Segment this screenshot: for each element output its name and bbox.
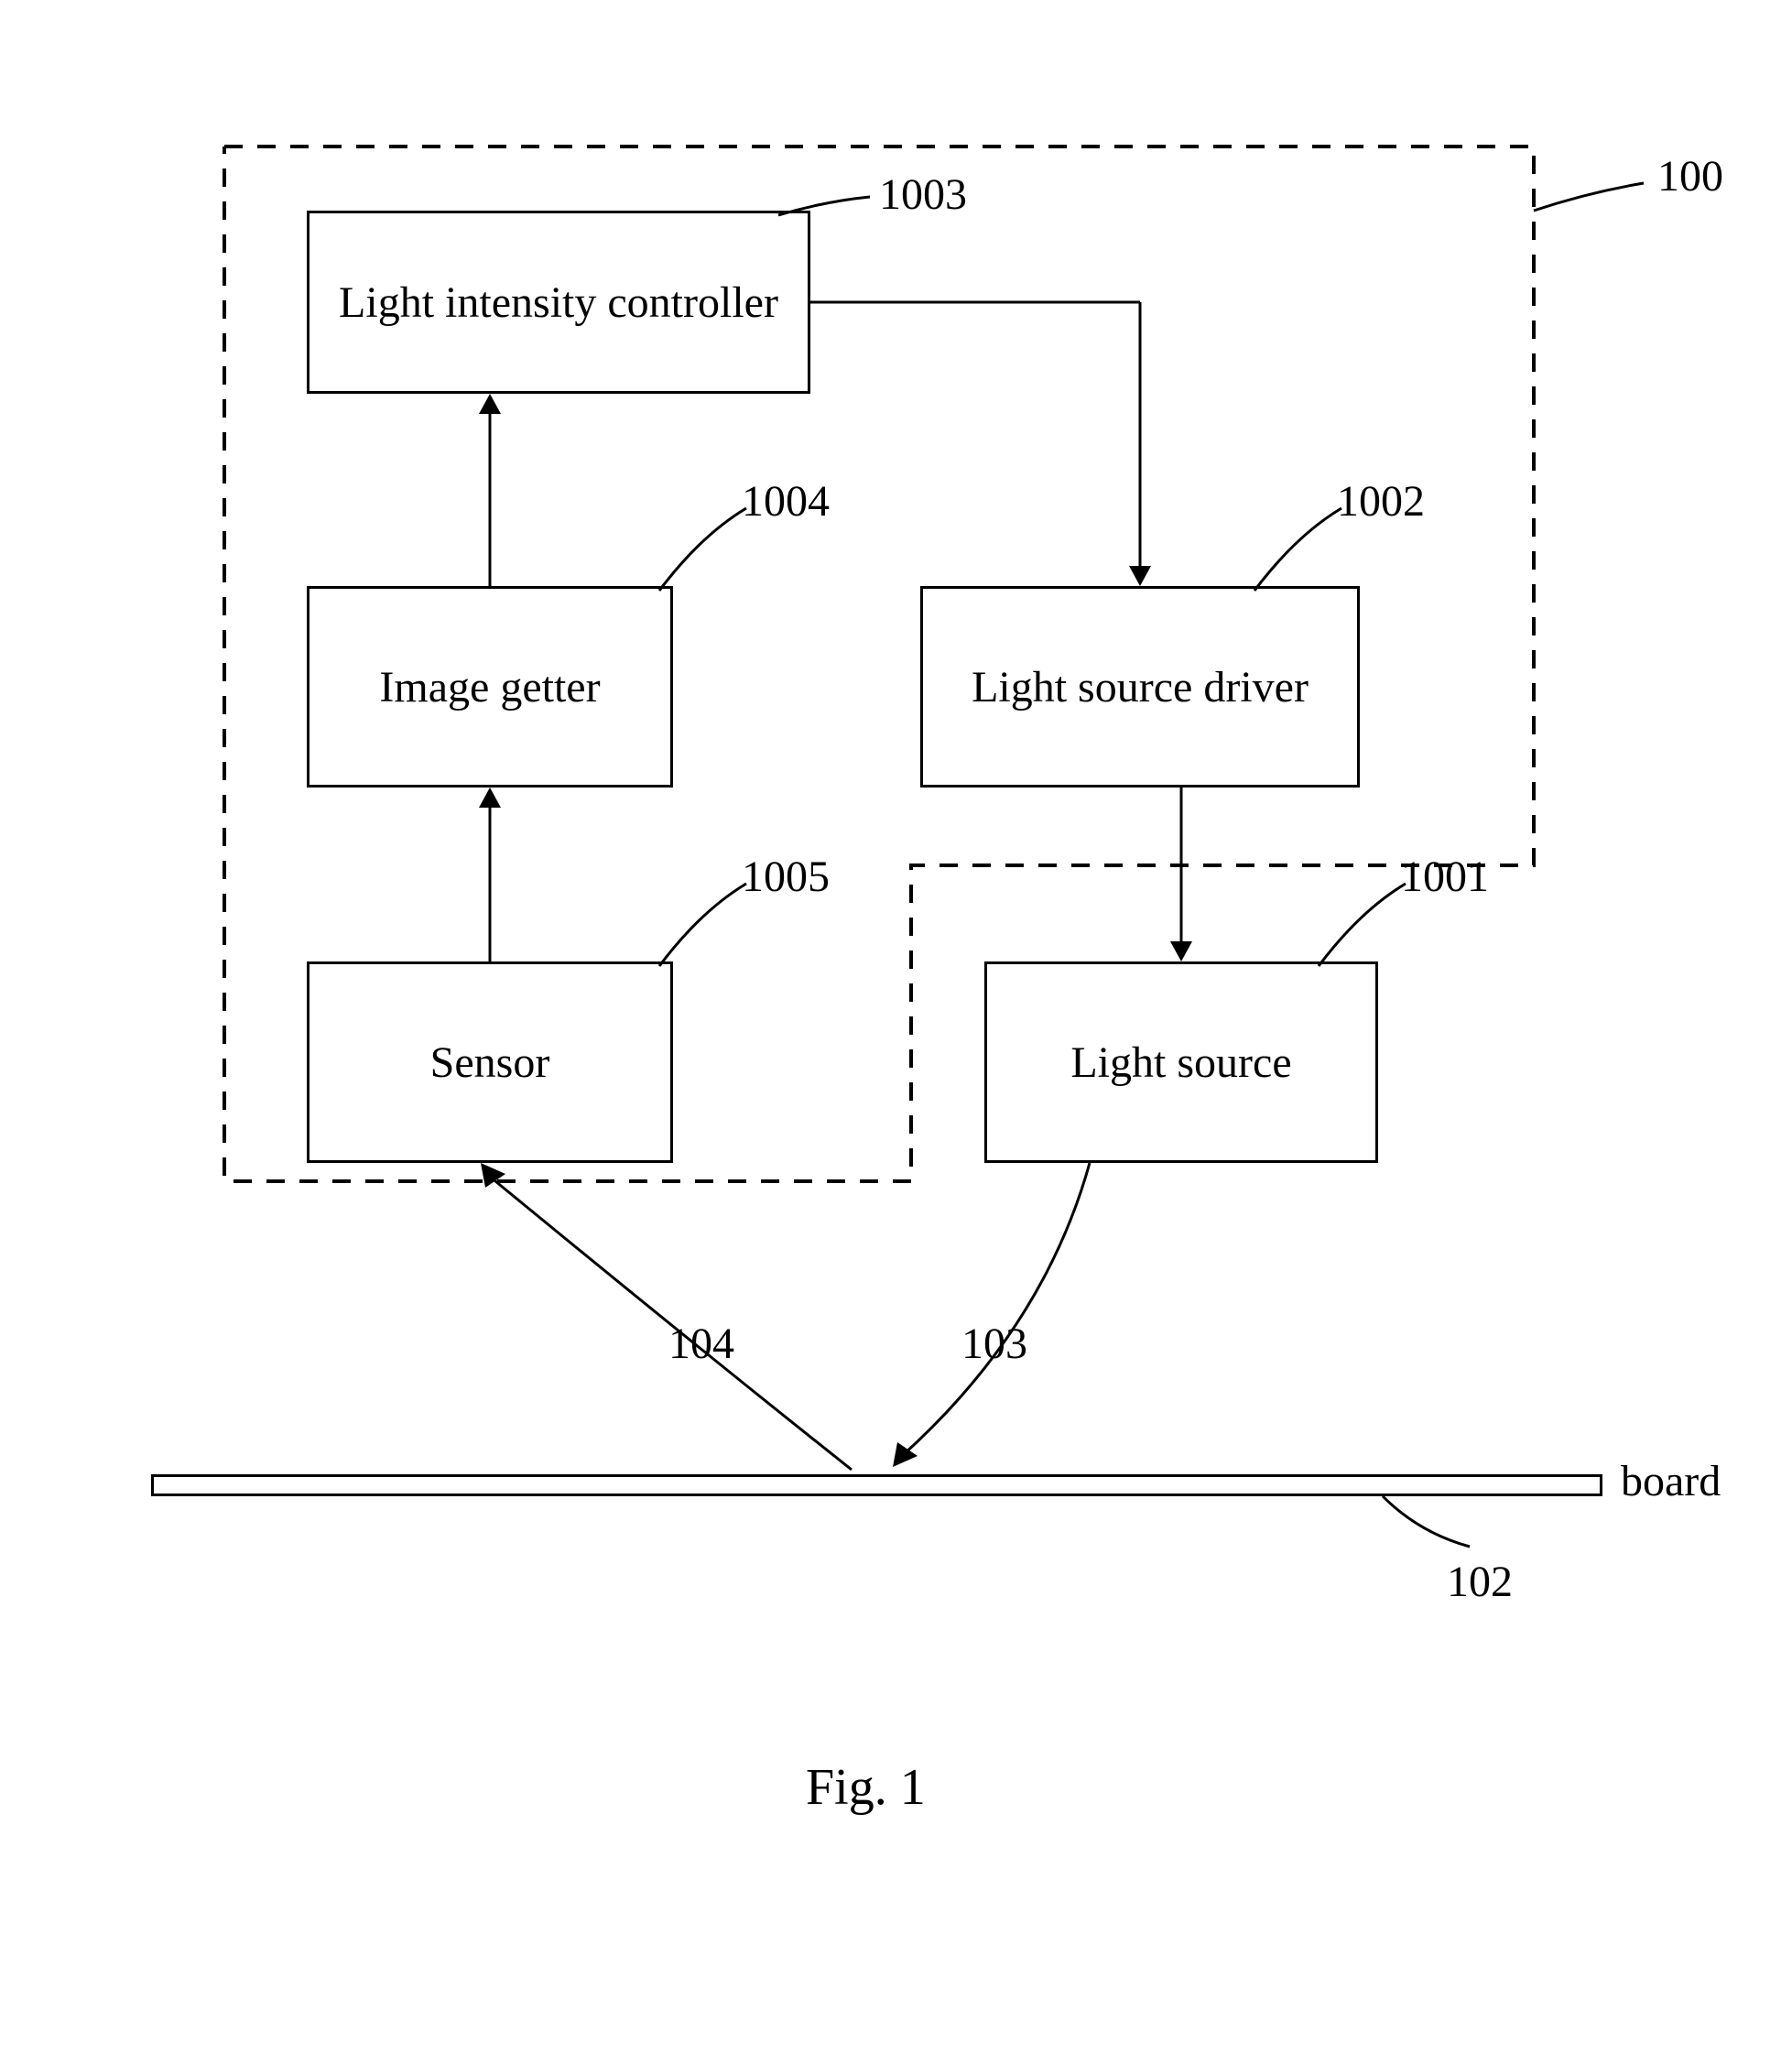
light-intensity-controller-box: Light intensity controller xyxy=(307,211,810,394)
arrow-lic-to-lsd xyxy=(810,293,1177,586)
light-source-driver-box: Light source driver xyxy=(920,586,1360,788)
arrow-lsd-to-ls xyxy=(1158,788,1213,961)
lsd-label: Light source driver xyxy=(972,662,1309,712)
ref-102: 102 xyxy=(1447,1557,1513,1607)
ref-100: 100 xyxy=(1657,151,1723,201)
sensor-box: Sensor xyxy=(307,961,673,1163)
sensor-label: Sensor xyxy=(430,1037,550,1088)
ref-103: 103 xyxy=(961,1319,1027,1369)
leader-1003 xyxy=(778,215,907,261)
arrow-sensor-to-ig xyxy=(467,788,522,961)
diagram-container: 100 Light intensity controller 1003 Imag… xyxy=(0,0,1792,2053)
arrow-ig-to-lic xyxy=(467,394,522,586)
light-source-box: Light source xyxy=(984,961,1378,1163)
ref-1001: 1001 xyxy=(1401,852,1489,902)
ref-1002: 1002 xyxy=(1337,476,1425,527)
leader-102 xyxy=(1383,1496,1483,1560)
image-getter-box: Image getter xyxy=(307,586,673,788)
ref-1005: 1005 xyxy=(742,852,830,902)
ref-104: 104 xyxy=(668,1319,734,1369)
figure-caption: Fig. 1 xyxy=(806,1758,926,1817)
lic-label: Light intensity controller xyxy=(339,277,778,328)
ref-1003: 1003 xyxy=(879,169,967,220)
board-label: board xyxy=(1621,1456,1721,1506)
ls-label: Light source xyxy=(1070,1037,1291,1088)
board-rect xyxy=(151,1474,1602,1496)
ig-label: Image getter xyxy=(379,662,600,712)
